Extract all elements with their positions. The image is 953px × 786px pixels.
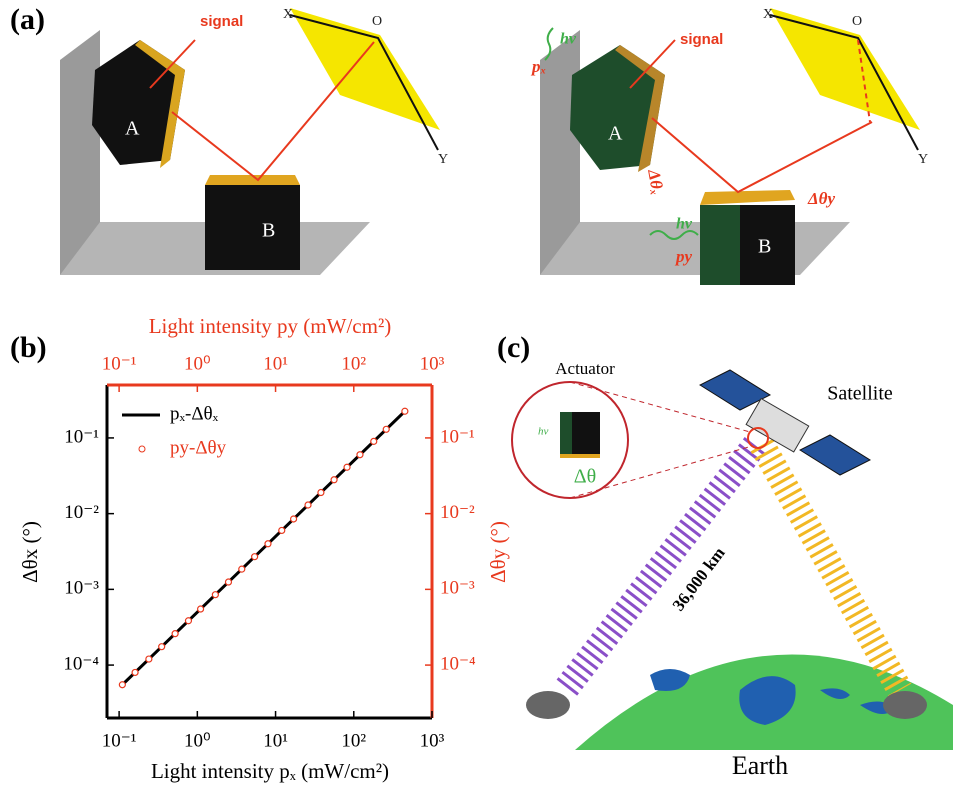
x-tick-label: 10¹ (263, 730, 288, 751)
x2-tick-label: 10⁻¹ (102, 353, 137, 374)
marker (383, 426, 389, 432)
panel-a: (a) signal X O Y A B signal X O Y A B hν… (10, 3, 928, 285)
legend-label: pₓ-Δθₓ (170, 403, 219, 424)
angle-label: Δθ (574, 466, 596, 488)
beam (762, 445, 900, 690)
y-tick-label: 10⁻¹ (64, 426, 99, 447)
y2-axis-title: Δθy (°) (486, 521, 510, 583)
x2-tick-label: 10² (341, 353, 366, 374)
signal-label: signal (200, 13, 243, 30)
marker (225, 579, 231, 585)
x-axis-title: Light intensity pₓ (mW/cm²) (151, 759, 389, 783)
signal-label: signal (680, 31, 723, 48)
marker (132, 669, 138, 675)
axis-label: Y (918, 152, 928, 167)
marker (198, 606, 204, 612)
legend-marker (139, 446, 145, 452)
actuator-side (560, 412, 572, 454)
cube-b-side (700, 205, 740, 285)
panel-b: (b) Light intensity pₓ (mW/cm²) Light in… (10, 314, 510, 783)
x2-tick-label: 10⁰ (184, 353, 211, 374)
mirror-b (700, 190, 795, 205)
x2-tick-label: 10³ (420, 353, 445, 374)
cube-b (205, 185, 300, 270)
light-label: hν (538, 426, 549, 438)
panel-label: (a) (10, 3, 45, 36)
marker (318, 490, 324, 496)
y2-tick-label: 10⁻¹ (440, 426, 475, 447)
axis-label: X (283, 7, 293, 22)
angle-label: Δθy (807, 189, 835, 208)
marker (402, 408, 408, 414)
marker (305, 502, 311, 508)
x-tick-label: 10³ (420, 730, 445, 751)
x2-tick-label: 10¹ (263, 353, 288, 374)
power-label: py (674, 247, 693, 266)
y2-tick-label: 10⁻⁴ (440, 653, 476, 674)
cube-label: A (608, 123, 623, 145)
marker (344, 464, 350, 470)
y2-tick-label: 10⁻³ (440, 578, 475, 599)
signal-ray (652, 118, 872, 192)
power-label: pₓ (530, 57, 546, 76)
marker (265, 541, 271, 547)
dish (883, 691, 927, 719)
cube-label: B (758, 236, 771, 258)
axis-label: O (372, 14, 382, 29)
marker (331, 477, 337, 483)
distance-label: 36,000 km (669, 544, 729, 615)
marker (146, 656, 152, 662)
marker (212, 592, 218, 598)
y-tick-label: 10⁻⁴ (63, 653, 99, 674)
panel-c: (c) Actuator Satellite hν Δθ 36,000 km E… (497, 331, 953, 780)
y-tick-label: 10⁻³ (64, 578, 99, 599)
x-tick-label: 10⁻¹ (102, 730, 137, 751)
light-label: hν (676, 216, 693, 233)
actuator-mirror (560, 454, 600, 458)
marker (279, 527, 285, 533)
solar-panel (800, 435, 870, 475)
axis-label: Y (438, 152, 448, 167)
dish (526, 691, 570, 719)
axis-label: X (763, 7, 773, 22)
axis-label: O (852, 14, 862, 29)
satellite-label: Satellite (827, 383, 893, 405)
actuator-label: Actuator (555, 359, 615, 378)
panel-label: (b) (10, 331, 47, 364)
cube-label: A (125, 118, 140, 140)
y-axis-title: Δθx (°) (18, 521, 42, 583)
marker (239, 566, 245, 572)
figure: (a) signal X O Y A B signal X O Y A B hν… (0, 0, 953, 786)
x-tick-label: 10² (341, 730, 366, 751)
marker (185, 618, 191, 624)
marker (252, 554, 258, 560)
panel-label: (c) (497, 331, 530, 364)
angle-label: Δθₓ (644, 167, 667, 196)
y2-tick-label: 10⁻² (440, 502, 475, 523)
legend-label: py-Δθy (170, 437, 227, 458)
y-tick-label: 10⁻² (64, 502, 99, 523)
floor (540, 222, 850, 275)
marker (371, 438, 377, 444)
satellite-body (746, 399, 809, 452)
x-tick-label: 10⁰ (184, 730, 211, 751)
marker (357, 452, 363, 458)
marker (291, 516, 297, 522)
light-label: hν (560, 31, 577, 48)
cube-label: B (262, 220, 275, 242)
marker (119, 682, 125, 688)
earth-label: Earth (732, 751, 788, 780)
x2-axis-title: Light intensity py (mW/cm²) (149, 314, 392, 338)
marker (159, 644, 165, 650)
marker (172, 631, 178, 637)
